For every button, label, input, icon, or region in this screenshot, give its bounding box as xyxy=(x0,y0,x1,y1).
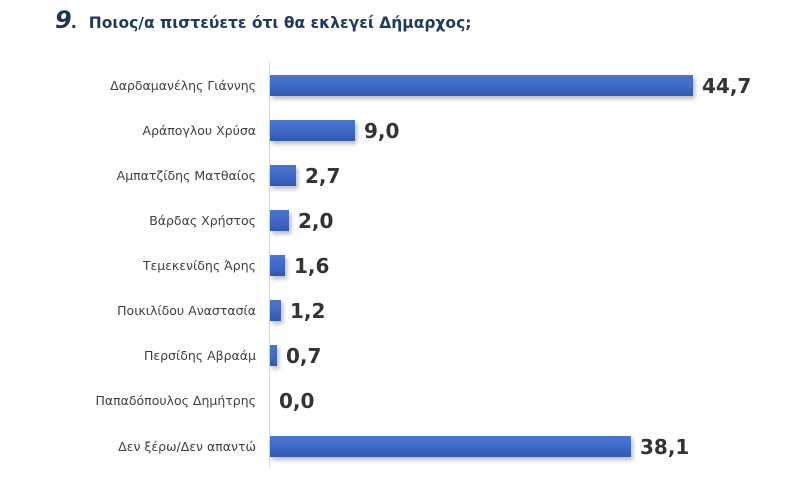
value-label: 1,2 xyxy=(290,299,326,323)
category-label: Ποικιλίδου Αναστασία xyxy=(117,303,256,318)
bar-row: Βάρδας Χρήστος 2,0 xyxy=(0,206,800,236)
bar-row: Ποικιλίδου Αναστασία 1,2 xyxy=(0,296,800,326)
category-label: Βάρδας Χρήστος xyxy=(149,213,256,228)
bar-row: Δαρδαμανέλης Γιάννης 44,7 xyxy=(0,71,800,101)
bar-row: Παπαδόπουλος Δημήτρης 0,0 xyxy=(0,386,800,416)
bar xyxy=(270,165,296,186)
bar-row: Περσίδης Αβραάμ 0,7 xyxy=(0,341,800,371)
question-text: Ποιος/α πιστεύετε ότι θα εκλεγεί Δήμαρχο… xyxy=(88,14,472,32)
value-label: 0,7 xyxy=(286,344,322,368)
bar-row: Αμπατζίδης Ματθαίος 2,7 xyxy=(0,161,800,191)
value-label: 0,0 xyxy=(279,389,315,413)
category-label: Τεμεκενίδης Άρης xyxy=(142,258,256,273)
category-label: Δεν ξέρω/Δεν απαντώ xyxy=(118,439,256,454)
chart-title: 9 . Ποιος/α πιστεύετε ότι θα εκλεγεί Δήμ… xyxy=(55,6,471,40)
value-label: 2,7 xyxy=(305,164,341,188)
value-label: 1,6 xyxy=(294,254,330,278)
category-axis-line xyxy=(269,62,270,468)
value-label: 38,1 xyxy=(640,435,690,459)
value-label: 2,0 xyxy=(298,209,334,233)
category-label: Παπαδόπουλος Δημήτρης xyxy=(95,393,256,408)
bar-row: Τεμεκενίδης Άρης 1,6 xyxy=(0,251,800,281)
bar xyxy=(270,436,631,457)
bar xyxy=(270,300,281,321)
question-dot: . xyxy=(70,13,77,32)
bar xyxy=(270,75,693,96)
bar xyxy=(270,210,289,231)
value-label: 9,0 xyxy=(364,119,400,143)
bar-row: Αράπογλου Χρύσα 9,0 xyxy=(0,116,800,146)
bar-row: Δεν ξέρω/Δεν απαντώ 38,1 xyxy=(0,432,800,462)
bar xyxy=(270,345,277,366)
category-label: Δαρδαμανέλης Γιάννης xyxy=(110,78,256,93)
question-number: 9 xyxy=(55,6,72,34)
category-label: Περσίδης Αβραάμ xyxy=(143,348,256,363)
value-label: 44,7 xyxy=(702,74,752,98)
bar xyxy=(270,255,285,276)
category-label: Αμπατζίδης Ματθαίος xyxy=(116,168,256,183)
bar xyxy=(270,120,355,141)
category-label: Αράπογλου Χρύσα xyxy=(142,123,256,138)
